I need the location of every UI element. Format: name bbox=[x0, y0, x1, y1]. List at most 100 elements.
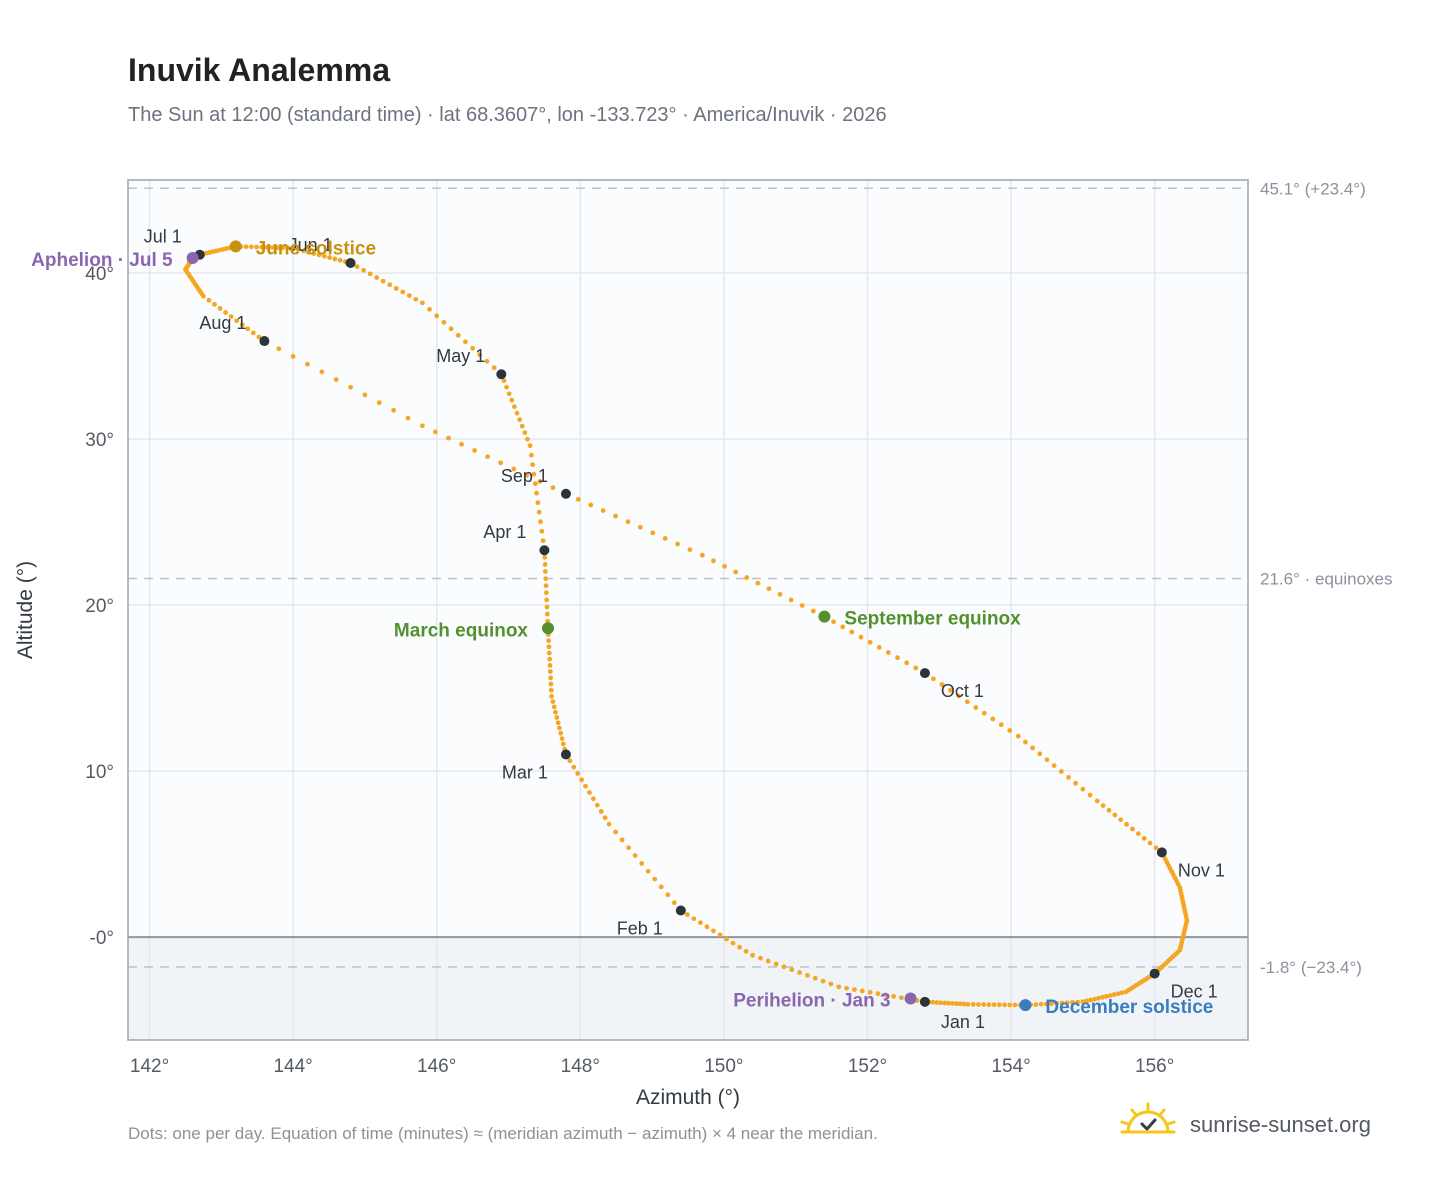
event-label: September equinox bbox=[844, 609, 1021, 630]
day-dot bbox=[555, 720, 561, 726]
day-dot bbox=[899, 995, 904, 1001]
day-dot bbox=[1107, 993, 1113, 998]
day-dot bbox=[434, 313, 440, 319]
day-dot bbox=[938, 1000, 943, 1006]
day-dot bbox=[575, 496, 581, 502]
day-dot bbox=[539, 528, 545, 534]
day-dot bbox=[981, 710, 987, 716]
day-dot bbox=[532, 481, 538, 487]
month-dot bbox=[560, 749, 571, 760]
day-dot bbox=[506, 391, 512, 397]
day-dot bbox=[724, 936, 729, 942]
day-dot bbox=[665, 892, 671, 898]
day-dot bbox=[1080, 786, 1086, 792]
day-dot bbox=[575, 771, 581, 776]
day-dot bbox=[441, 319, 447, 325]
day-dot bbox=[1054, 1000, 1060, 1006]
brand-name[interactable]: sunrise-sunset.org bbox=[1190, 1112, 1371, 1137]
day-dot bbox=[956, 693, 962, 699]
day-dot bbox=[547, 656, 553, 662]
day-dot bbox=[1007, 728, 1013, 733]
day-dot bbox=[904, 660, 910, 666]
day-dot bbox=[250, 330, 256, 336]
day-dot bbox=[544, 597, 550, 603]
day-dot bbox=[650, 530, 656, 536]
month-dot bbox=[539, 545, 550, 556]
day-dot bbox=[553, 709, 558, 715]
month-label: Aug 1 bbox=[199, 313, 246, 333]
month-label: Jun 1 bbox=[289, 235, 333, 255]
day-dot bbox=[264, 244, 270, 250]
day-dot bbox=[737, 944, 742, 950]
day-dot bbox=[766, 586, 772, 592]
day-dot bbox=[1147, 840, 1153, 846]
day-dot bbox=[380, 278, 386, 284]
day-dot bbox=[419, 300, 425, 306]
day-dot bbox=[788, 597, 794, 603]
brand[interactable]: sunrise-sunset.org bbox=[1118, 1102, 1418, 1148]
day-dot bbox=[543, 576, 549, 582]
y-tick-label: 20° bbox=[85, 596, 114, 617]
day-dot bbox=[947, 687, 953, 693]
day-dot bbox=[773, 961, 779, 967]
day-dot bbox=[781, 964, 787, 970]
y-axis-label: Altitude (°) bbox=[14, 561, 37, 659]
day-dot bbox=[554, 715, 560, 720]
day-dot bbox=[1088, 997, 1094, 1003]
x-axis-label: Azimuth (°) bbox=[636, 1086, 740, 1109]
day-dot bbox=[259, 244, 265, 250]
day-dot bbox=[704, 924, 710, 930]
day-dot bbox=[743, 948, 749, 954]
day-dot bbox=[558, 730, 564, 736]
day-dot bbox=[484, 358, 490, 364]
reference-line-label: 45.1° (+23.4°) bbox=[1260, 179, 1366, 198]
day-dot bbox=[527, 443, 533, 449]
day-dot bbox=[1080, 999, 1086, 1005]
day-dot bbox=[571, 764, 577, 770]
day-dot bbox=[777, 591, 783, 597]
day-dot bbox=[239, 322, 245, 328]
day-dot bbox=[789, 967, 795, 973]
day-dot bbox=[405, 415, 411, 421]
event-dot bbox=[818, 610, 831, 623]
day-dot bbox=[1030, 745, 1036, 751]
day-dot bbox=[406, 293, 412, 299]
x-tick-label: 148° bbox=[561, 1056, 600, 1077]
day-dot bbox=[639, 861, 645, 866]
day-dot bbox=[931, 676, 936, 682]
day-dot bbox=[301, 248, 306, 254]
day-dot bbox=[305, 361, 310, 367]
day-dot bbox=[387, 282, 393, 288]
axes: Azimuth (°) Altitude (°) 142° 144° 146° 148… bbox=[14, 264, 1174, 1109]
day-dot bbox=[645, 868, 651, 874]
reference-line-label: -1.8° (−23.4°) bbox=[1260, 958, 1362, 977]
day-dot bbox=[1058, 769, 1064, 774]
day-dot bbox=[805, 973, 810, 978]
day-dot bbox=[546, 650, 552, 656]
reference-lines: 45.1° (+23.4°) 21.6° · equinoxes -1.8° (−2… bbox=[128, 179, 1393, 977]
day-dot bbox=[758, 955, 763, 961]
month-dot bbox=[1149, 968, 1160, 979]
day-dot bbox=[1100, 994, 1105, 1000]
day-dot bbox=[755, 580, 761, 586]
month-dot bbox=[259, 336, 270, 347]
day-dot bbox=[498, 460, 504, 466]
day-dot bbox=[1112, 812, 1118, 818]
day-dot bbox=[535, 500, 541, 506]
month-label: Oct 1 bbox=[941, 681, 984, 701]
day-dot bbox=[549, 693, 554, 699]
day-dot bbox=[1084, 998, 1090, 1004]
day-dot bbox=[376, 400, 382, 406]
day-dot bbox=[625, 519, 631, 525]
day-dot bbox=[1049, 1001, 1054, 1007]
day-dot bbox=[530, 462, 536, 468]
day-dot bbox=[319, 369, 325, 375]
day-dot bbox=[1070, 1000, 1075, 1005]
day-dot bbox=[446, 435, 451, 441]
day-dot bbox=[548, 681, 554, 687]
day-dot bbox=[875, 991, 881, 997]
day-dot bbox=[551, 704, 557, 710]
month-label: Jan 1 bbox=[941, 1012, 985, 1032]
day-dot bbox=[1103, 993, 1109, 999]
day-dot bbox=[828, 981, 834, 987]
